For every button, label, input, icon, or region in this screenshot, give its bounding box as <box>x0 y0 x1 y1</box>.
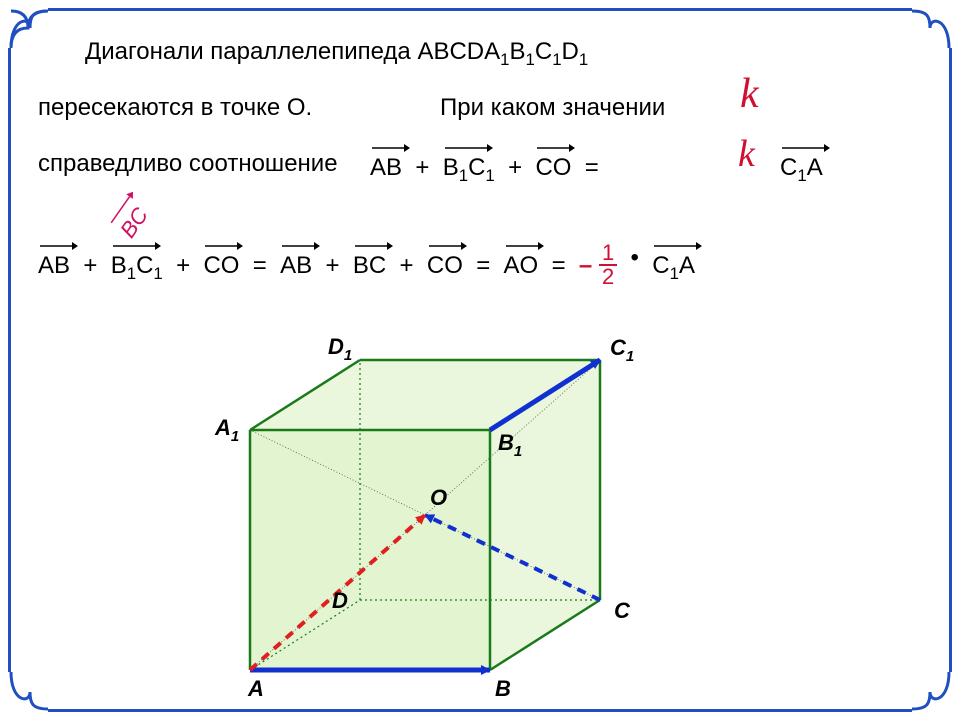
diagram: ABCDA1B1C1D1O <box>190 310 710 710</box>
vec-CO: CO <box>535 144 571 182</box>
k-big: k <box>740 70 759 118</box>
k-small: k <box>738 132 755 176</box>
sol-AO: AO <box>504 242 539 280</box>
vec-B1C1: B1C1 <box>443 144 495 186</box>
sol-AB: AB <box>38 242 70 280</box>
svg-text:O: O <box>430 485 447 510</box>
svg-text:C: C <box>614 598 631 623</box>
bc-label: BC <box>107 197 154 243</box>
sol-CO2: CO <box>427 242 463 280</box>
sol-B1C1: B1C1 <box>111 242 163 284</box>
content: Диагонали параллелепипеда ABCDA1B1C1D1 п… <box>20 20 940 700</box>
sol-AB2: AB <box>280 242 312 280</box>
svg-text:A: A <box>247 676 264 701</box>
vec-C1A: C1A <box>780 144 823 186</box>
solution-line: AB + B1C1 + CO = AB + BC + CO = AO = – <box>38 242 695 290</box>
svg-text:A1: A1 <box>214 415 239 445</box>
sol-BC: BC <box>353 242 386 280</box>
fraction: 1 2 <box>599 242 617 288</box>
svg-text:D1: D1 <box>328 334 352 364</box>
title: Диагонали параллелепипеда ABCDA1B1C1D1 <box>85 38 588 70</box>
svg-text:C1: C1 <box>610 335 634 365</box>
svg-text:D: D <box>332 588 348 613</box>
line3a: справедливо соотношение <box>38 150 338 178</box>
vec-C1A-wrap: C1A <box>780 144 823 186</box>
minus: – <box>579 252 592 279</box>
sol-CO: CO <box>203 242 239 280</box>
sol-C1A: C1A <box>652 242 695 284</box>
frame: Диагонали параллелепипеда ABCDA1B1C1D1 п… <box>0 0 960 720</box>
line2b: При каком значении <box>440 94 665 122</box>
svg-text:B: B <box>495 676 511 701</box>
vec-AB: AB <box>370 144 402 182</box>
cube-svg: ABCDA1B1C1D1O <box>190 310 710 710</box>
line2a: пересекаются в точке О. <box>38 94 312 122</box>
equation: AB + B1C1 + CO = <box>370 144 599 186</box>
